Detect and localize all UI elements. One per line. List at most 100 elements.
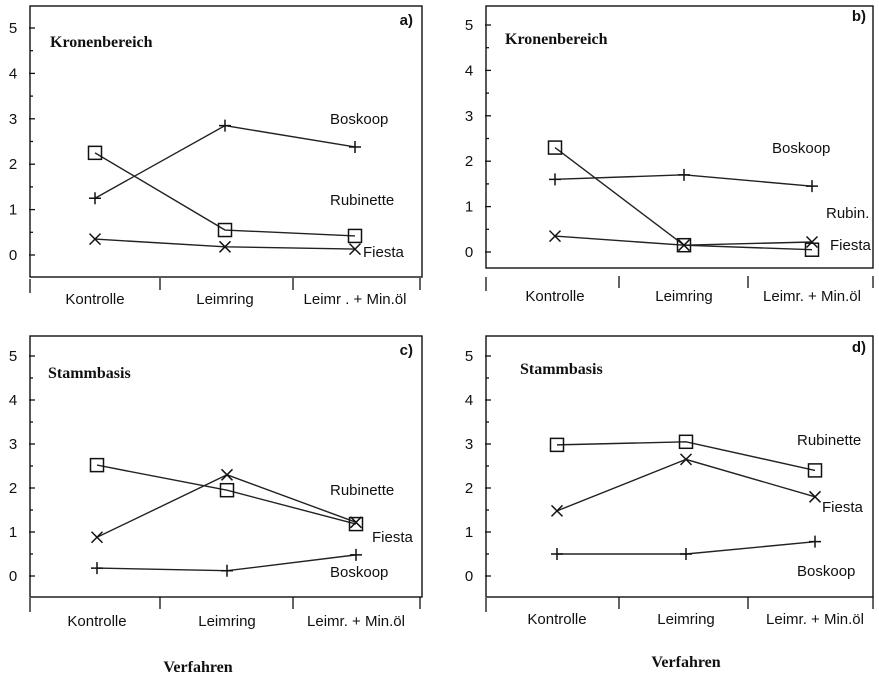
chart-panel-3: 0 1 2 3 4 5 Kontrolle Leimring Leimr. + Min.öl St… (465, 335, 874, 628)
data-point-plus (219, 119, 231, 132)
data-point-square (89, 457, 105, 473)
data-point-square (219, 482, 235, 498)
panel-letter: d) (852, 339, 866, 356)
data-point-plus (680, 548, 692, 560)
x-category-label: Kontrolle (65, 291, 124, 308)
data-point-x (679, 453, 693, 466)
series-label: Fiesta (363, 244, 405, 261)
panel-letter: a) (400, 12, 413, 29)
series-label: Rubinette (330, 192, 394, 209)
panel-title: Stammbasis (520, 361, 603, 378)
data-point-plus (809, 535, 821, 548)
series-label: Boskoop (330, 111, 388, 128)
data-point-x (218, 240, 232, 253)
panels: 0 1 2 3 4 5 Kontrolle Leimring Leimr . + Min.öl K… (9, 5, 874, 630)
y-tick-label: 3 (9, 111, 17, 128)
chart-panel-1: 0 1 2 3 4 5 Kontrolle Leimring Leimr. + Min.öl Kr… (465, 5, 874, 305)
y-tick-label: 1 (9, 202, 17, 219)
plot-frame (485, 5, 874, 269)
data-point-plus (89, 192, 101, 205)
y-tick-label: 5 (465, 348, 473, 365)
data-point-x (550, 504, 564, 517)
x-category-label: Kontrolle (67, 613, 126, 630)
y-tick-label: 0 (9, 568, 17, 585)
panel-title: Stammbasis (48, 365, 131, 382)
series-label: Boskoop (772, 140, 830, 157)
x-category-label: Kontrolle (527, 611, 586, 628)
data-point-plus (678, 168, 690, 181)
series-line-rubinette (556, 441, 816, 472)
series-line-rubin (554, 147, 813, 251)
chart-panel-2: 0 1 2 3 4 5 Kontrolle Leimring Leimr. + Min.öl St… (9, 335, 423, 630)
y-tick-label: 1 (9, 524, 17, 541)
data-point-x (808, 490, 822, 503)
x-category-label: Leimr. + Min.öl (307, 613, 405, 630)
y-tick-label: 5 (9, 20, 17, 37)
y-tick-label: 0 (465, 568, 473, 585)
data-point-x (348, 243, 362, 256)
y-tick-label: 5 (9, 348, 17, 365)
y-tick-label: 1 (465, 524, 473, 541)
data-point-x (220, 468, 234, 481)
data-point-square (217, 222, 233, 238)
y-tick-label: 4 (465, 392, 473, 409)
data-point-plus (806, 180, 818, 193)
series-label: Boskoop (330, 564, 388, 581)
data-point-square (804, 242, 820, 257)
data-point-plus (91, 562, 103, 575)
x-category-label: Leimring (198, 613, 256, 630)
data-point-x (88, 233, 102, 246)
panel-title: Kronenbereich (50, 34, 153, 51)
x-category-label: Leimring (196, 291, 254, 308)
x-category-label: Leimr . + Min.öl (304, 291, 407, 308)
data-point-x (90, 531, 104, 544)
data-point-square (87, 145, 103, 161)
data-point-x (548, 230, 562, 243)
series-label: Fiesta (822, 499, 864, 516)
data-point-plus (221, 564, 233, 577)
x-category-label: Kontrolle (525, 288, 584, 305)
data-point-square (807, 463, 823, 478)
y-tick-label: 2 (9, 156, 17, 173)
data-point-square (549, 437, 565, 453)
data-point-x (349, 516, 363, 529)
series-line-rubinette (96, 464, 357, 525)
series-line-fiesta (556, 458, 816, 512)
x-category-label: Leimring (655, 288, 713, 305)
y-tick-label: 5 (465, 17, 473, 34)
data-point-plus (349, 140, 361, 153)
series-line-boskoop (94, 124, 356, 199)
chart-panel-0: 0 1 2 3 4 5 Kontrolle Leimring Leimr . + Min.öl K… (9, 5, 423, 308)
x-category-label: Leimr. + Min.öl (766, 611, 864, 628)
y-tick-label: 4 (465, 62, 473, 79)
data-point-plus (551, 548, 563, 560)
x-category-label: Leimr. + Min.öl (763, 288, 861, 305)
data-point-x (677, 239, 691, 252)
y-tick-label: 3 (9, 436, 17, 453)
series-line-rubinette (94, 152, 356, 237)
series-label: Rubin. (826, 205, 869, 222)
y-tick-label: 3 (465, 436, 473, 453)
x-axis-title-right: Verfahren (651, 654, 720, 671)
data-point-square (678, 434, 694, 450)
y-tick-label: 1 (465, 199, 473, 216)
y-tick-label: 0 (9, 247, 17, 264)
series-label: Boskoop (797, 563, 855, 580)
series-label: Fiesta (372, 529, 414, 546)
y-tick-label: 4 (9, 65, 17, 82)
data-point-plus (549, 173, 561, 186)
data-point-square (348, 516, 364, 532)
data-point-plus (350, 548, 362, 561)
data-point-square (347, 228, 363, 244)
y-tick-label: 2 (465, 480, 473, 497)
series-label: Rubinette (797, 432, 861, 449)
data-point-x (805, 235, 819, 249)
data-point-square (547, 140, 563, 155)
y-tick-label: 2 (465, 153, 473, 170)
y-tick-label: 4 (9, 392, 17, 409)
y-tick-label: 3 (465, 108, 473, 125)
y-tick-label: 0 (465, 244, 473, 261)
series-label: Fiesta (830, 237, 872, 254)
panel-title: Kronenbereich (505, 31, 608, 48)
